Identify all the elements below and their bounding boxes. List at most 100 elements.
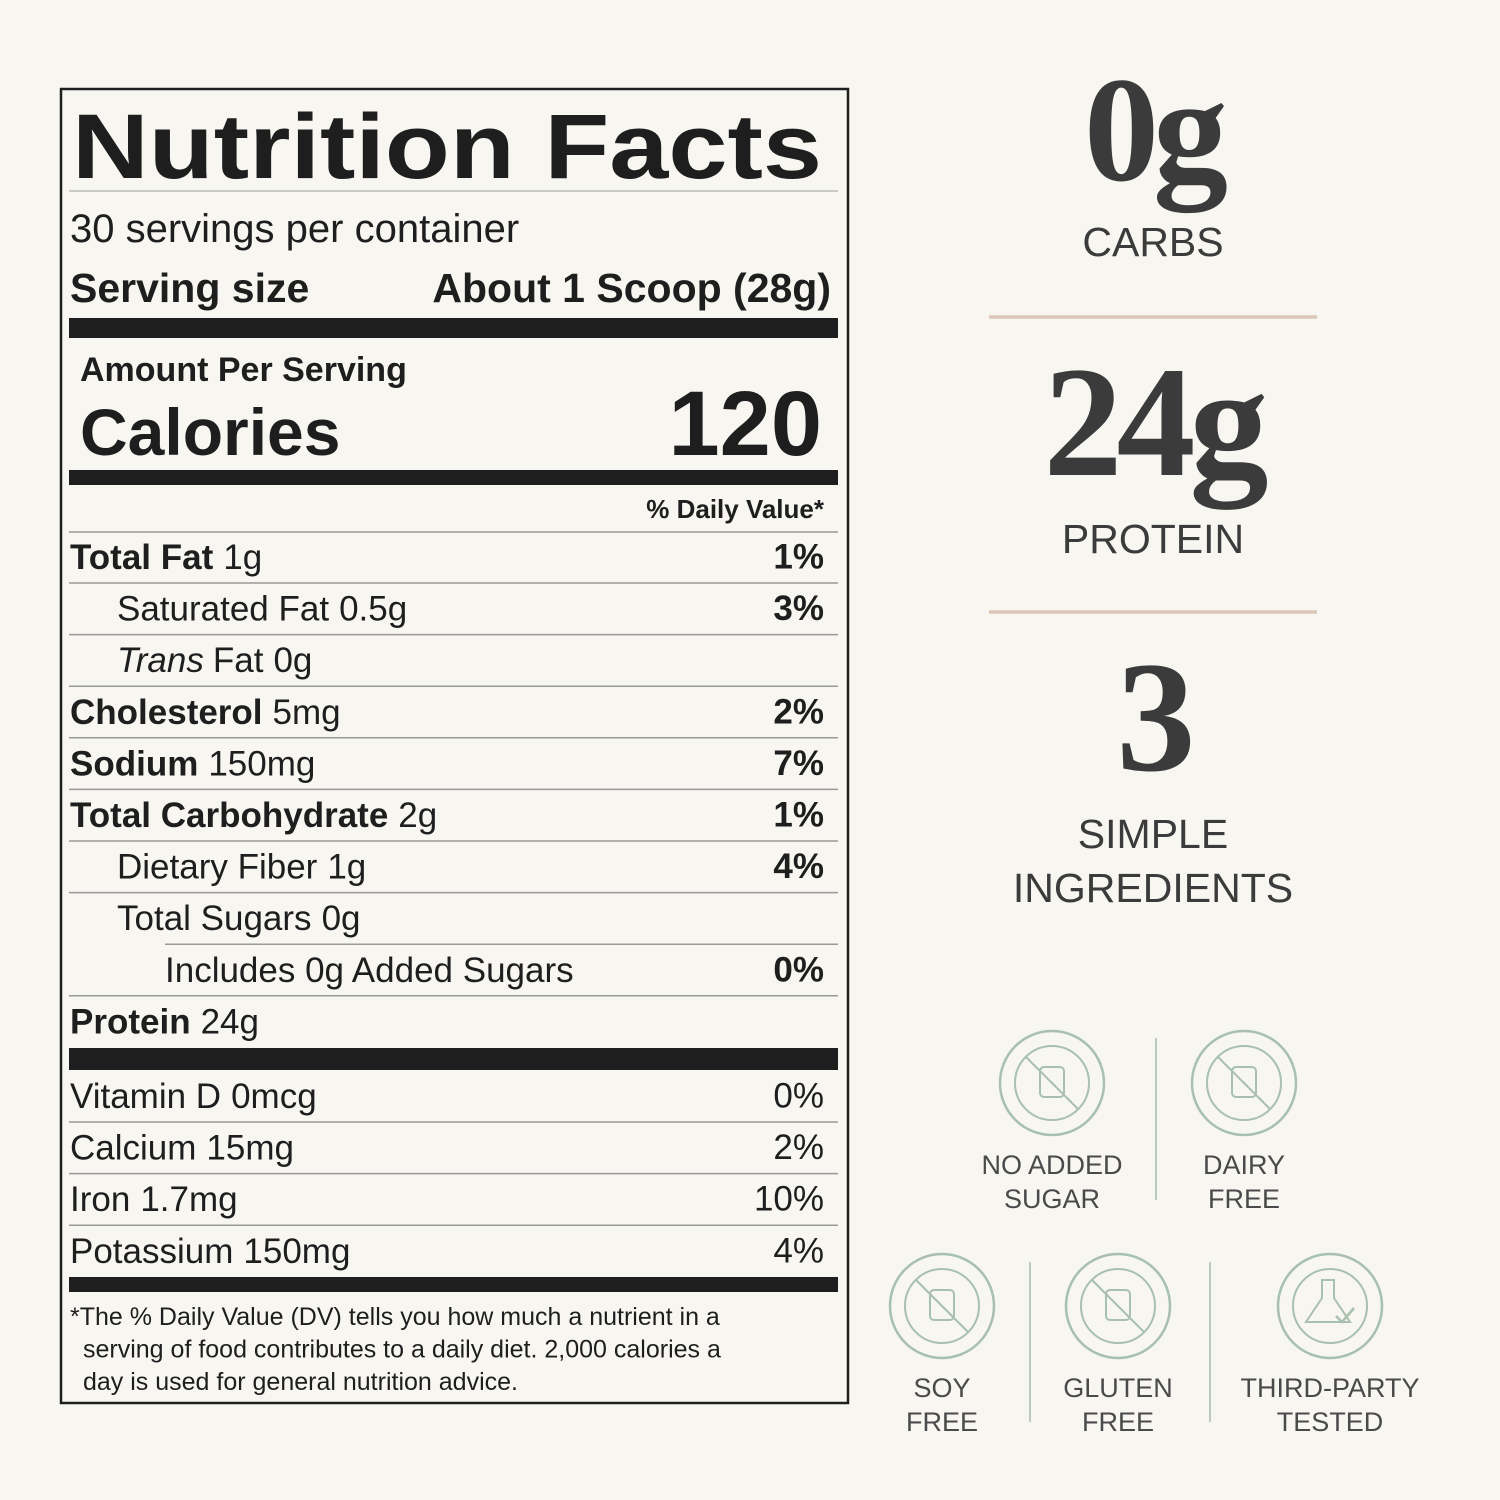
vitamin-amount: 0mcg — [231, 1077, 317, 1116]
badge-slash — [1091, 1279, 1145, 1333]
badge-label: GLUTEN — [1063, 1373, 1173, 1403]
nutrient-amount: 0g — [322, 899, 361, 938]
badge-ring — [1064, 1252, 1172, 1360]
badge-label: TESTED — [1277, 1407, 1384, 1437]
nutrient-row: Includes 0g Added Sugars — [165, 950, 574, 989]
badge-label: DAIRY — [1203, 1150, 1285, 1180]
badge-ring — [888, 1252, 996, 1360]
nutrient-dv: 3% — [773, 589, 824, 628]
highlight-value: 3 — [1117, 630, 1191, 805]
nutrient-amount: 150mg — [208, 744, 315, 783]
badge-label: NO ADDED — [981, 1150, 1122, 1180]
badge-inner — [904, 1268, 980, 1344]
vitamin-name: Iron — [70, 1180, 130, 1219]
thick-bar — [69, 470, 838, 485]
nutrient-name: Includes 0g Added Sugars — [165, 950, 574, 989]
badge-label: FREE — [1208, 1184, 1280, 1214]
vitamin-dv: 4% — [773, 1231, 824, 1270]
vitamin-amount: 15mg — [206, 1128, 294, 1167]
badge-label: THIRD-PARTY — [1240, 1373, 1419, 1403]
nutrient-amount: 5mg — [273, 692, 341, 731]
badge-icon — [1231, 1066, 1257, 1098]
vitamin-name: Vitamin D — [70, 1077, 221, 1116]
label-border — [59, 87, 850, 1405]
badge-label: FREE — [1082, 1407, 1154, 1437]
nutrient-row: Saturated Fat 0.5g — [117, 589, 407, 628]
nutrient-name: Fat — [213, 641, 264, 680]
nutrient-row: Total Fat 1g — [70, 538, 262, 577]
badge-inner — [1292, 1268, 1368, 1344]
badge-inner — [1080, 1268, 1156, 1344]
badge-inner — [1206, 1045, 1282, 1121]
badge-icon — [1304, 1279, 1352, 1323]
nutrient-row: Trans Fat 0g — [117, 641, 312, 680]
nutrient-row: Sodium 150mg — [70, 744, 315, 783]
nutrient-name: Total Sugars — [117, 899, 312, 938]
highlight-label: PROTEIN — [1062, 516, 1244, 562]
nutrient-name-italic: Trans — [117, 641, 204, 680]
nutrient-name: Sodium — [70, 744, 198, 783]
nutrient-amount: 0.5g — [339, 589, 407, 628]
nutrient-amount: 1g — [223, 538, 262, 577]
amount-per-serving: Amount Per Serving — [80, 351, 407, 389]
nutrient-amount: 24g — [201, 1002, 259, 1041]
nutrient-row: Cholesterol 5mg — [70, 692, 341, 731]
badge-slash — [915, 1279, 969, 1333]
badge-label: SUGAR — [1004, 1184, 1100, 1214]
highlight-value: 24g — [1044, 335, 1268, 510]
badge-icon — [1105, 1289, 1131, 1321]
vitamin-row: Vitamin D 0mcg — [70, 1077, 317, 1116]
nutrient-row: Total Sugars 0g — [117, 899, 361, 938]
nutrient-row: Dietary Fiber 1g — [117, 847, 366, 886]
thick-bar — [69, 1277, 838, 1292]
highlight-value: 0g — [1084, 47, 1227, 213]
footnote-line: *The % Daily Value (DV) tells you how mu… — [70, 1303, 720, 1331]
badge-label: FREE — [906, 1407, 978, 1437]
nutrient-name: Protein — [70, 1002, 191, 1041]
nutrient-amount: 2g — [398, 796, 437, 835]
footnote-line: day is used for general nutrition advice… — [83, 1368, 518, 1396]
serving-size-value: About 1 Scoop (28g) — [432, 265, 831, 311]
badge-inner — [1014, 1045, 1090, 1121]
nutrient-dv: 1% — [773, 538, 824, 577]
nutrient-row: Total Carbohydrate 2g — [70, 796, 437, 835]
nutrient-name: Saturated Fat — [117, 589, 329, 628]
badge-slash — [1025, 1056, 1079, 1110]
vitamin-row: Calcium 15mg — [70, 1128, 294, 1167]
vitamin-dv: 10% — [754, 1180, 824, 1219]
footnote-line: serving of food contributes to a daily d… — [83, 1336, 721, 1364]
vitamin-row: Iron 1.7mg — [70, 1180, 238, 1219]
serving-size-label: Serving size — [70, 265, 309, 311]
highlight-label: SIMPLE — [1078, 811, 1228, 857]
calories-label: Calories — [80, 395, 340, 469]
thick-bar — [69, 1048, 838, 1070]
thick-bar — [69, 318, 838, 338]
nutrient-dv: 7% — [773, 744, 824, 783]
calories-value: 120 — [669, 373, 823, 475]
vitamin-dv: 0% — [773, 1077, 824, 1116]
nutrient-name: Total Fat — [70, 538, 214, 577]
vitamin-name: Potassium — [70, 1231, 233, 1270]
vitamin-dv: 2% — [773, 1128, 824, 1167]
vitamin-amount: 1.7mg — [140, 1180, 237, 1219]
badge-ring — [1190, 1029, 1298, 1137]
label-title: Nutrition Facts — [72, 96, 822, 198]
nutrient-amount: 0g — [273, 641, 312, 680]
vitamin-amount: 150mg — [243, 1231, 350, 1270]
badge-ring — [1276, 1252, 1384, 1360]
nutrient-dv: 2% — [773, 692, 824, 731]
badge-slash — [1217, 1056, 1271, 1110]
nutrient-dv: 1% — [773, 796, 824, 835]
badge-icon — [929, 1289, 955, 1321]
nutrient-name: Total Carbohydrate — [70, 796, 388, 835]
nutrient-name: Dietary Fiber — [117, 847, 318, 886]
badge-icon — [1335, 1307, 1355, 1324]
daily-value-header: % Daily Value* — [646, 494, 825, 524]
badge-ring — [998, 1029, 1106, 1137]
nutrient-amount: 1g — [327, 847, 366, 886]
nutrient-row: Protein 24g — [70, 1002, 259, 1041]
nutrient-name: Cholesterol — [70, 692, 263, 731]
